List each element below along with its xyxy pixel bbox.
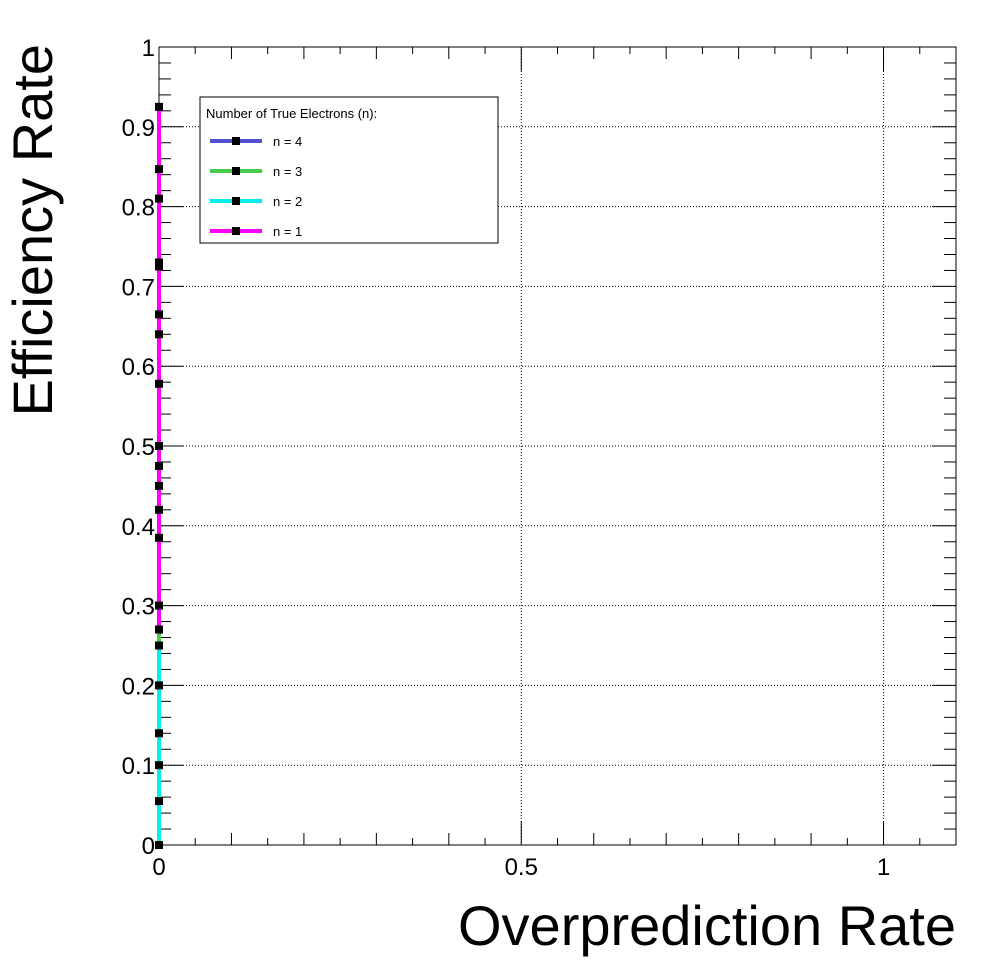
data-point <box>155 729 163 738</box>
y-tick-label: 0.1 <box>122 753 155 780</box>
x-tick-label: 0 <box>152 854 165 881</box>
data-point <box>155 310 163 319</box>
data-point <box>155 533 163 542</box>
data-point <box>155 841 163 849</box>
y-axis-title: Efficiency Rate <box>1 44 64 416</box>
y-tick-label: 0.9 <box>122 115 155 142</box>
x-axis-title: Overprediction Rate <box>458 894 956 957</box>
y-tick-label: 0.8 <box>122 195 155 222</box>
x-tick-label: 0.5 <box>505 854 538 881</box>
data-point <box>155 641 163 650</box>
data-point <box>155 379 163 388</box>
legend: Number of True Electrons (n): n = 4 n = 3… <box>199 96 499 244</box>
legend-title: Number of True Electrons (n): <box>206 106 377 121</box>
legend-label: n = 1 <box>273 224 302 239</box>
legend-label: n = 3 <box>273 164 302 179</box>
y-tick-label: 0.2 <box>122 673 155 700</box>
legend-label: n = 2 <box>273 194 302 209</box>
data-point <box>155 505 163 514</box>
y-tick-label: 0.3 <box>122 594 155 621</box>
y-tick-label: 1 <box>142 35 155 62</box>
data-point <box>155 102 163 111</box>
legend-label: n = 4 <box>273 134 302 149</box>
series-group <box>155 102 163 849</box>
y-tick-label: 0 <box>142 833 155 860</box>
data-point <box>155 625 163 634</box>
data-point <box>155 761 163 770</box>
grid <box>159 47 956 845</box>
data-point <box>155 601 163 610</box>
data-point <box>155 258 163 267</box>
data-point <box>155 681 163 690</box>
data-point <box>155 461 163 470</box>
legend-marker <box>232 227 240 235</box>
data-point <box>155 481 163 490</box>
x-tick-label: 1 <box>877 854 890 881</box>
data-point <box>155 330 163 339</box>
y-tick-label: 0.7 <box>122 274 155 301</box>
legend-marker <box>232 167 240 175</box>
y-tick-label: 0.5 <box>122 434 155 461</box>
legend-marker <box>232 137 240 145</box>
legend-marker <box>232 197 240 205</box>
tick-labels: 0 0.5 1 0 0.1 0.2 0.3 0.4 0.5 0.6 0.7 0.8 0.9 1 <box>122 35 891 881</box>
data-point <box>155 797 163 806</box>
data-point <box>155 165 163 174</box>
y-tick-label: 0.6 <box>122 354 155 381</box>
data-point <box>155 442 163 450</box>
data-point <box>155 194 163 203</box>
y-tick-label: 0.4 <box>122 514 155 541</box>
